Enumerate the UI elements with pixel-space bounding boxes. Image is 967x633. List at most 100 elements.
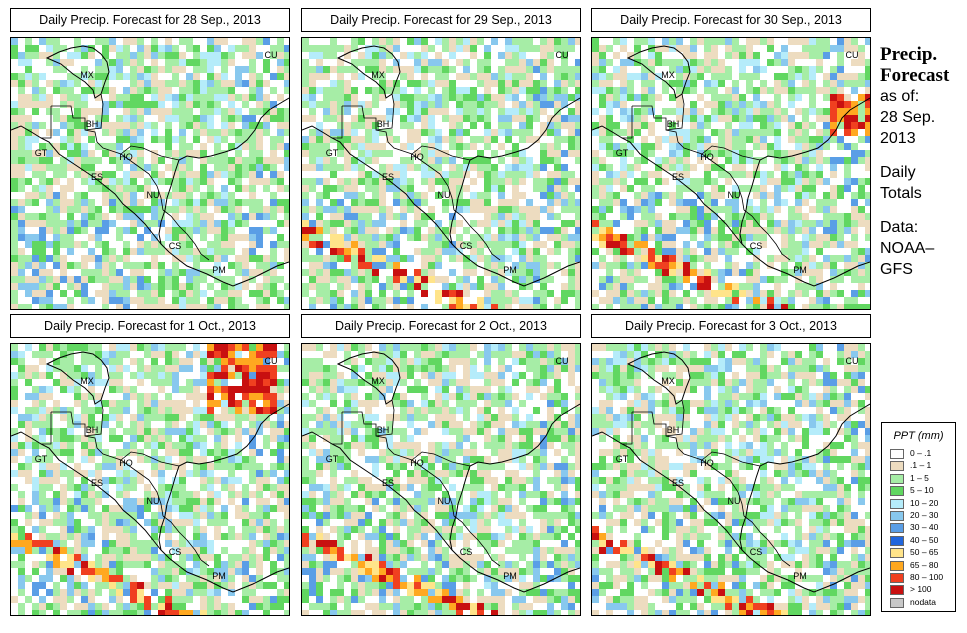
country-border bbox=[186, 233, 210, 261]
country-label: ES bbox=[382, 478, 394, 488]
country-label: CS bbox=[750, 241, 763, 251]
legend-label: 65 – 80 bbox=[910, 559, 939, 570]
legend-item: 10 – 20 bbox=[890, 497, 954, 510]
country-label: MX bbox=[371, 70, 385, 80]
country-border bbox=[148, 173, 164, 211]
country-label: NU bbox=[147, 496, 160, 506]
legend-label: 0 – .1 bbox=[910, 448, 932, 458]
legend-swatch bbox=[890, 597, 904, 608]
daily-label: Daily bbox=[880, 164, 916, 181]
country-label: PM bbox=[212, 265, 226, 275]
pacific-coastline bbox=[302, 431, 580, 593]
country-label: MX bbox=[661, 70, 675, 80]
legend-swatch bbox=[890, 573, 904, 583]
country-label: HO bbox=[410, 152, 424, 162]
map-panel-4: Daily Precip. Forecast for 1 Oct., 2013 … bbox=[10, 314, 290, 616]
forecast-year: 2013 bbox=[880, 130, 916, 147]
country-label: PM bbox=[503, 265, 517, 275]
map-panel-1: Daily Precip. Forecast for 28 Sep., 2013… bbox=[10, 8, 290, 310]
caribbean-coastline bbox=[739, 97, 870, 245]
country-label: ES bbox=[382, 172, 394, 182]
country-label: PM bbox=[212, 571, 226, 581]
side-title-line2: Forecast bbox=[880, 65, 950, 86]
asof-label: as of: bbox=[880, 88, 920, 105]
legend-label: 1 – 5 bbox=[910, 472, 929, 483]
country-border bbox=[453, 515, 479, 541]
country-border bbox=[665, 93, 685, 131]
legend-swatch bbox=[890, 511, 904, 521]
country-label: HO bbox=[119, 458, 133, 468]
legend-swatch bbox=[890, 461, 904, 472]
legend-item: 40 – 50 bbox=[890, 534, 954, 547]
legend-label: 20 – 30 bbox=[910, 510, 939, 520]
country-label: GT bbox=[326, 454, 339, 464]
precip-map: MX BH GT HO ES NU CS PM CU bbox=[10, 343, 290, 616]
data-source-1: NOAA– bbox=[880, 240, 935, 257]
yucatan-outline bbox=[45, 45, 110, 99]
caribbean-coastline bbox=[449, 97, 580, 245]
legend-label: nodata bbox=[910, 596, 936, 607]
panel-title: Daily Precip. Forecast for 28 Sep., 2013 bbox=[10, 8, 290, 32]
country-border bbox=[84, 399, 104, 437]
country-label: MX bbox=[661, 376, 675, 386]
country-label: BH bbox=[667, 425, 680, 435]
side-info: Precip. Forecast as of: 28 Sep. 2013 Dai… bbox=[880, 44, 964, 280]
legend-swatch bbox=[890, 560, 904, 571]
caribbean-coastline bbox=[449, 403, 580, 551]
country-label: BH bbox=[86, 119, 99, 129]
country-label: CU bbox=[846, 356, 859, 366]
country-label: ES bbox=[91, 172, 103, 182]
legend-label: 10 – 20 bbox=[910, 497, 939, 508]
country-label: GT bbox=[326, 148, 339, 158]
legend-label: 40 – 50 bbox=[910, 534, 939, 545]
legend-item: 0 – .1 bbox=[890, 448, 954, 460]
country-label: GT bbox=[35, 148, 48, 158]
country-label: NU bbox=[438, 190, 451, 200]
country-border bbox=[701, 451, 761, 467]
country-border bbox=[108, 455, 150, 481]
legend-item: 50 – 65 bbox=[890, 547, 954, 559]
country-border bbox=[332, 412, 343, 445]
pacific-coastline bbox=[592, 431, 870, 593]
country-label: NU bbox=[728, 496, 741, 506]
legend-swatch bbox=[890, 449, 904, 459]
country-border bbox=[701, 145, 761, 161]
panel-title: Daily Precip. Forecast for 2 Oct., 2013 bbox=[301, 314, 581, 338]
country-label: GT bbox=[35, 454, 48, 464]
country-border bbox=[411, 145, 471, 161]
legend-label: 80 – 100 bbox=[910, 572, 944, 582]
precip-grid bbox=[302, 344, 580, 615]
country-label: NU bbox=[147, 190, 160, 200]
map-panel-3: Daily Precip. Forecast for 30 Sep., 2013… bbox=[591, 8, 871, 310]
panel-title: Daily Precip. Forecast for 30 Sep., 2013 bbox=[591, 8, 871, 32]
country-border bbox=[767, 233, 791, 261]
country-border bbox=[477, 233, 501, 261]
country-label: CS bbox=[460, 547, 473, 557]
legend-item: 1 – 5 bbox=[890, 472, 954, 485]
country-border bbox=[743, 209, 769, 235]
forecast-date: 28 Sep. bbox=[880, 109, 936, 126]
country-label: BH bbox=[377, 425, 390, 435]
legend-label: 30 – 40 bbox=[910, 522, 939, 533]
caribbean-coastline bbox=[739, 403, 870, 551]
country-border bbox=[399, 455, 441, 481]
country-label: GT bbox=[616, 148, 629, 158]
country-border bbox=[41, 106, 52, 139]
map-panel-6: Daily Precip. Forecast for 3 Oct., 2013 … bbox=[591, 314, 871, 616]
precip-map: MX BH GT HO ES NU CS PM CU bbox=[591, 37, 871, 310]
precip-map: MX BH GT HO ES NU CS PM CU bbox=[591, 343, 871, 616]
precip-map: MX BH GT HO ES NU CS PM CU bbox=[10, 37, 290, 310]
precip-grid bbox=[302, 38, 580, 309]
legend-swatch bbox=[890, 535, 904, 546]
legend-label: .1 – 1 bbox=[910, 460, 932, 471]
country-label: ES bbox=[672, 172, 684, 182]
country-border bbox=[332, 106, 343, 139]
totals-label: Totals bbox=[880, 185, 922, 202]
country-label: CU bbox=[846, 50, 859, 60]
country-border bbox=[186, 539, 210, 567]
legend-label: 5 – 10 bbox=[910, 485, 934, 496]
country-border bbox=[665, 399, 685, 437]
country-border bbox=[108, 149, 150, 175]
country-border bbox=[622, 412, 633, 445]
